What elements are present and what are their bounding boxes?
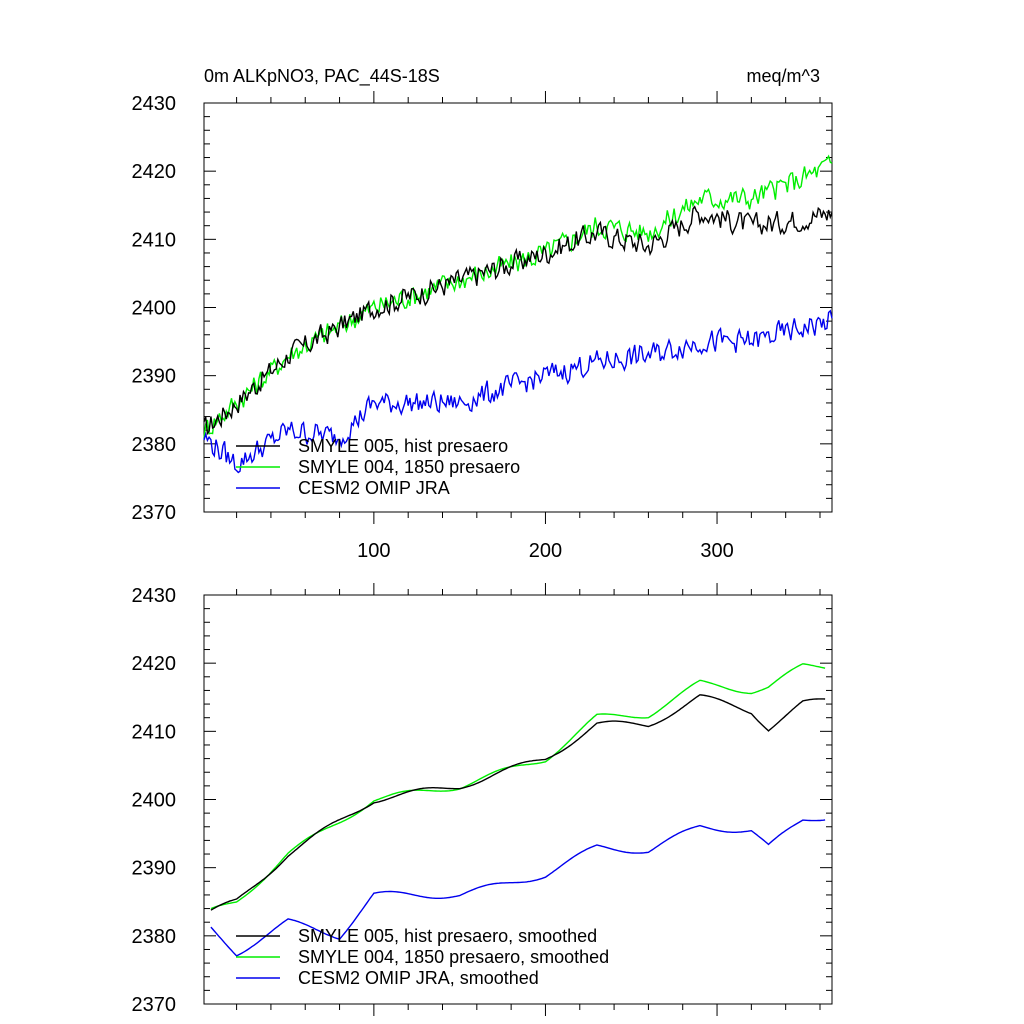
x-tick-label: 200: [529, 540, 562, 562]
y-tick-label: 2410: [132, 229, 177, 251]
y-tick-label: 2420: [132, 161, 177, 183]
y-tick-label: 2380: [132, 434, 177, 456]
bottom-panel: 2370 2380 2390 2400 2410 2420 2430 SMYLE 005, h…: [132, 583, 833, 1016]
y-tick-label: 2410: [132, 721, 177, 743]
y-tick-label: 2380: [132, 926, 177, 948]
series-line: [210, 663, 826, 910]
x-tick-label: 100: [357, 540, 390, 562]
legend-label: SMYLE 004, 1850 presaero, smoothed: [298, 947, 609, 967]
legend-label: CESM2 OMIP JRA, smoothed: [298, 968, 539, 988]
y-tick-label: 2400: [132, 790, 177, 812]
chart-title: 0m ALKpNO3, PAC_44S-18S: [204, 66, 440, 87]
series-line: [203, 205, 833, 436]
top-panel: 2370 2380 2390 2400 2410 2420 2430 100 200 300 SMY…: [132, 91, 833, 562]
y-tick-label: 2370: [132, 994, 177, 1016]
y-tick-label: 2370: [132, 502, 177, 524]
y-tick-label: 2420: [132, 653, 177, 675]
legend-label: SMYLE 005, hist presaero: [298, 436, 508, 456]
series-line: [203, 309, 833, 474]
series-line: [210, 819, 826, 957]
y-tick-label: 2390: [132, 366, 177, 388]
series-line: [203, 154, 833, 439]
series-line: [210, 694, 826, 911]
y-tick-label: 2400: [132, 298, 177, 320]
legend-label: SMYLE 004, 1850 presaero: [298, 457, 520, 477]
y-tick-label: 2390: [132, 858, 177, 880]
units-label: meq/m^3: [747, 66, 820, 86]
y-tick-label: 2430: [132, 585, 177, 607]
legend-label: CESM2 OMIP JRA: [298, 478, 450, 498]
x-tick-label: 300: [700, 540, 733, 562]
legend-label: SMYLE 005, hist presaero, smoothed: [298, 926, 597, 946]
y-tick-label: 2430: [132, 93, 177, 115]
